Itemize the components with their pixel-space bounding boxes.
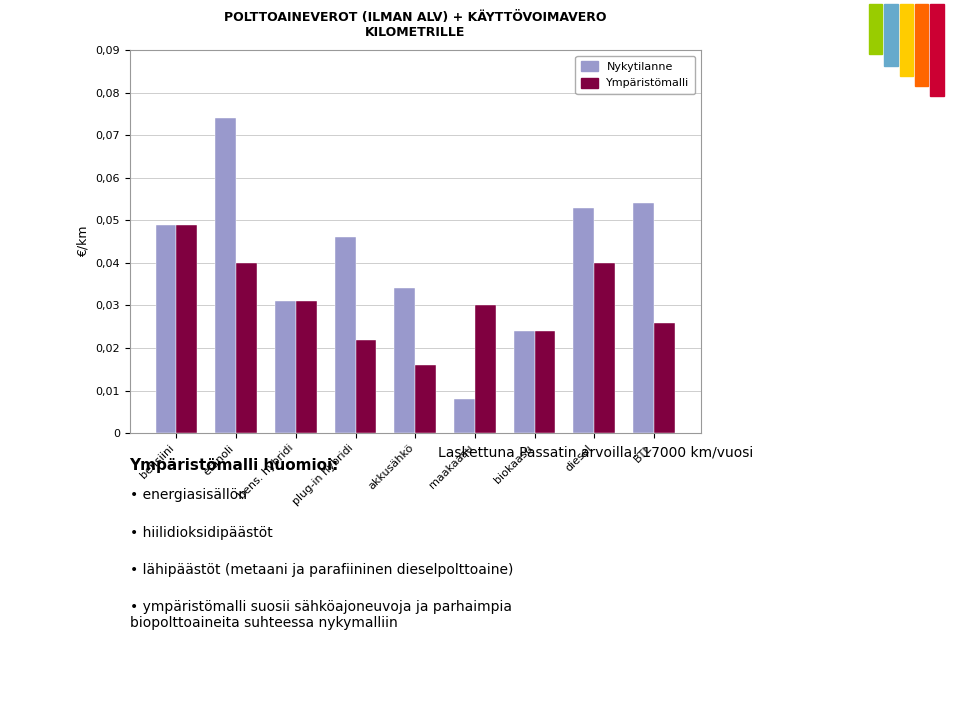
Bar (177, 225, 198, 433)
Text: • lähipäästöt (metaani ja parafiininen dieselpolttoaine): • lähipäästöt (metaani ja parafiininen d… (130, 563, 513, 577)
Bar (275, 301, 296, 433)
Text: VALTIOVARAINMINISTERIÖ: VALTIOVARAINMINISTERIÖ (17, 684, 170, 695)
Text: • hiilidioksidipäästöt: • hiilidioksidipäästöt (130, 526, 273, 540)
Bar (514, 331, 535, 433)
Bar (296, 301, 317, 433)
Bar (454, 399, 475, 433)
Bar (654, 322, 675, 433)
Text: Ympäristömalli huomioi:: Ympäristömalli huomioi: (130, 458, 339, 473)
Bar (236, 263, 257, 433)
Text: 24.05.2010        6: 24.05.2010 6 (849, 684, 941, 694)
Bar (335, 238, 355, 433)
Bar (633, 203, 654, 433)
Text: Vero-osasto Leo Parkkonen: Vero-osasto Leo Parkkonen (168, 684, 309, 694)
Title: POLTTOAINEVEROT (ILMAN ALV) + KÄYTTÖVOIMAVERO
KILOMETRILLE: POLTTOAINEVEROT (ILMAN ALV) + KÄYTTÖVOIM… (224, 11, 607, 39)
Legend: Nykytilanne, Ympäristömalli: Nykytilanne, Ympäristömalli (575, 56, 695, 94)
Bar (573, 208, 594, 433)
Text: • energiasisällön: • energiasisällön (130, 488, 247, 503)
Text: • ympäristömalli suosii sähköajoneuvoja ja parhaimpia
biopolttoaineita suhteessa: • ympäristömalli suosii sähköajoneuvoja … (130, 600, 512, 630)
Text: Laskettuna Passatin arvoilla! 17000 km/vuosi: Laskettuna Passatin arvoilla! 17000 km/v… (438, 445, 753, 460)
Bar (415, 365, 436, 433)
Bar (535, 331, 556, 433)
Bar (594, 263, 615, 433)
Bar (355, 339, 376, 433)
Bar (475, 306, 495, 433)
Y-axis label: €/km: €/km (77, 226, 89, 257)
Bar (215, 118, 236, 433)
Bar (156, 225, 177, 433)
Bar (395, 289, 415, 433)
